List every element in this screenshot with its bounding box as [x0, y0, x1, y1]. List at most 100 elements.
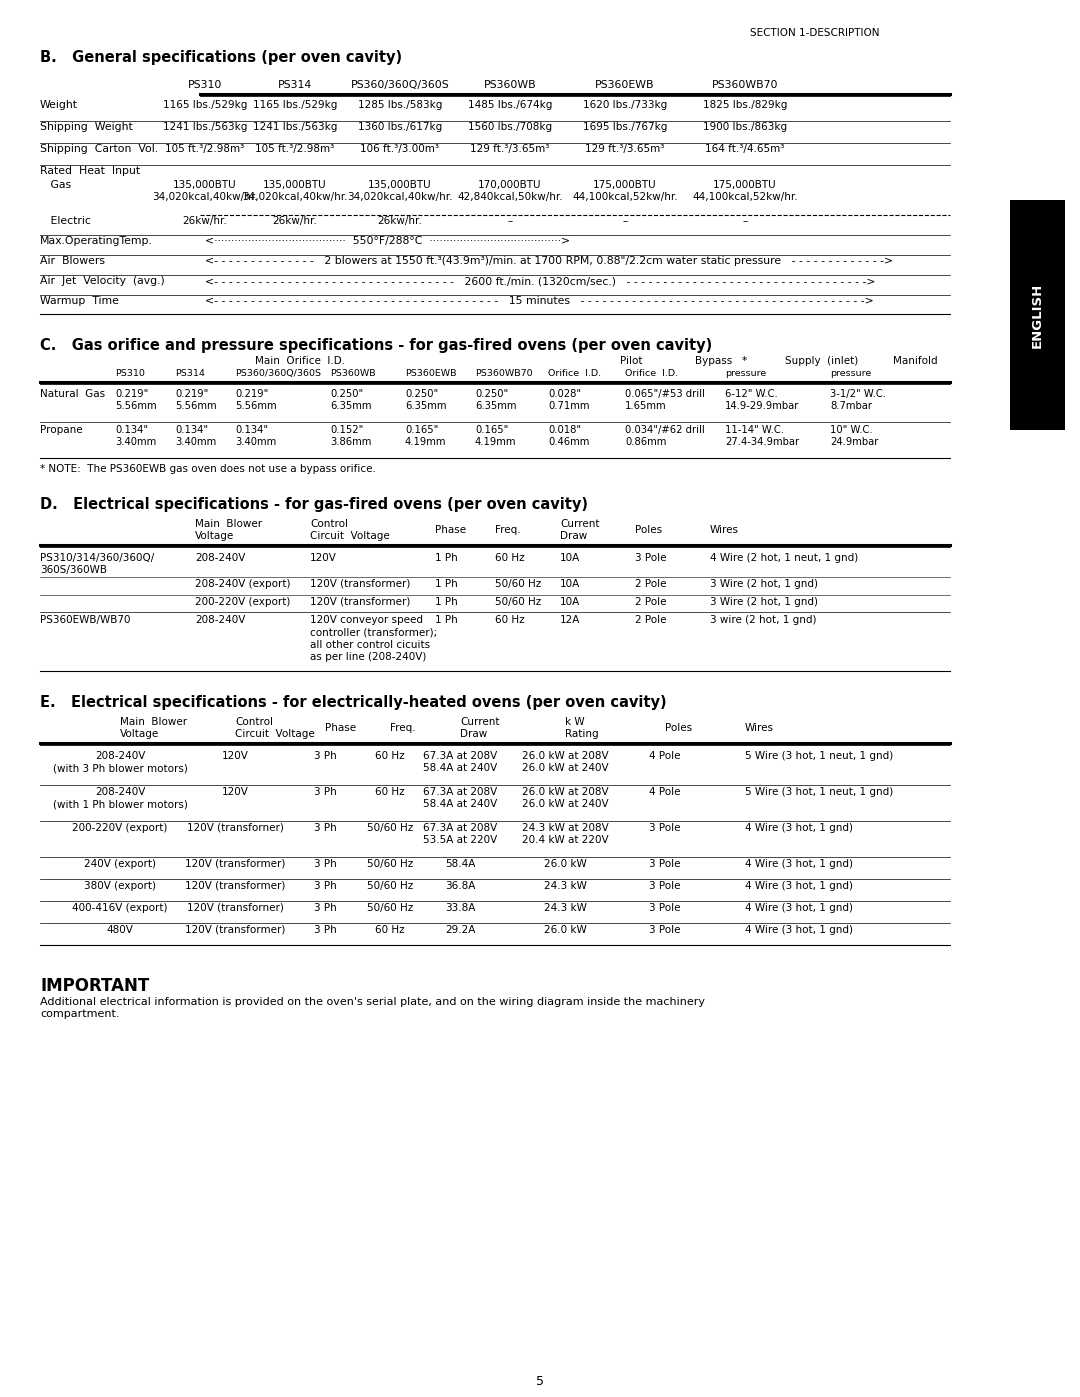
Text: 1900 lbs./863kg: 1900 lbs./863kg	[703, 122, 787, 131]
Text: E.   Electrical specifications - for electrically-heated ovens (per oven cavity): E. Electrical specifications - for elect…	[40, 694, 666, 710]
Text: 1165 lbs./529kg: 1165 lbs./529kg	[163, 101, 247, 110]
Text: PS360/360Q/360S: PS360/360Q/360S	[235, 369, 321, 379]
Text: 10A: 10A	[561, 597, 580, 608]
Text: 3 Pole: 3 Pole	[649, 925, 680, 935]
Text: 120V: 120V	[310, 553, 337, 563]
Text: 1560 lbs./708kg: 1560 lbs./708kg	[468, 122, 552, 131]
Text: 50/60 Hz: 50/60 Hz	[367, 882, 414, 891]
Text: 175,000BTU
44,100kcal,52kw/hr.: 175,000BTU 44,100kcal,52kw/hr.	[692, 180, 798, 203]
Text: <- - - - - - - - - - - - - - - - - - - - - - - - - - - - - - - - - - - - - - -  : <- - - - - - - - - - - - - - - - - - - -…	[205, 296, 874, 306]
Text: 29.2A: 29.2A	[445, 925, 475, 935]
Text: Electric: Electric	[40, 217, 91, 226]
Text: 208-240V
(with 1 Ph blower motors): 208-240V (with 1 Ph blower motors)	[53, 787, 188, 809]
Text: Max.OperatingTemp.: Max.OperatingTemp.	[40, 236, 153, 246]
Text: Orifice  I.D.: Orifice I.D.	[548, 369, 602, 379]
Text: PS360WB70: PS360WB70	[475, 369, 532, 379]
Text: IMPORTANT: IMPORTANT	[40, 977, 149, 995]
Text: 120V (transforner): 120V (transforner)	[187, 823, 283, 833]
Text: Manifold: Manifold	[893, 356, 937, 366]
Text: 4 Wire (3 hot, 1 gnd): 4 Wire (3 hot, 1 gnd)	[745, 925, 853, 935]
Text: 60 Hz: 60 Hz	[495, 615, 525, 624]
Text: Poles: Poles	[665, 724, 692, 733]
Text: ENGLISH: ENGLISH	[1030, 282, 1043, 348]
Text: 135,000BTU
34,020kcal,40kw/hr.: 135,000BTU 34,020kcal,40kw/hr.	[242, 180, 348, 203]
Text: PS310: PS310	[188, 80, 222, 89]
Text: 5 Wire (3 hot, 1 neut, 1 gnd): 5 Wire (3 hot, 1 neut, 1 gnd)	[745, 787, 893, 798]
Text: 50/60 Hz: 50/60 Hz	[367, 859, 414, 869]
Text: 4 Wire (3 hot, 1 gnd): 4 Wire (3 hot, 1 gnd)	[745, 902, 853, 914]
Text: 0.219"
5.56mm: 0.219" 5.56mm	[235, 388, 276, 411]
Text: 60 Hz: 60 Hz	[375, 925, 405, 935]
Text: Gas: Gas	[40, 180, 71, 190]
Text: 1360 lbs./617kg: 1360 lbs./617kg	[357, 122, 442, 131]
Text: PS360/360Q/360S: PS360/360Q/360S	[351, 80, 449, 89]
Text: 208-240V (export): 208-240V (export)	[195, 578, 291, 590]
Text: 0.065"/#53 drill
1.65mm: 0.065"/#53 drill 1.65mm	[625, 388, 705, 411]
Text: 0.165"
4.19mm: 0.165" 4.19mm	[405, 425, 446, 447]
Text: PS310/314/360/360Q/
360S/360WB: PS310/314/360/360Q/ 360S/360WB	[40, 553, 154, 576]
Text: 120V (transformer): 120V (transformer)	[185, 925, 285, 935]
Text: 3 Pole: 3 Pole	[649, 823, 680, 833]
Text: Shipping  Carton  Vol.: Shipping Carton Vol.	[40, 144, 158, 154]
Text: 0.250"
6.35mm: 0.250" 6.35mm	[405, 388, 446, 411]
Text: Main  Blower: Main Blower	[195, 520, 262, 529]
Text: 10A: 10A	[561, 553, 580, 563]
Text: Natural  Gas: Natural Gas	[40, 388, 105, 400]
Text: 26.0 kW at 208V
26.0 kW at 240V: 26.0 kW at 208V 26.0 kW at 240V	[522, 787, 608, 809]
Text: 0.028"
0.71mm: 0.028" 0.71mm	[548, 388, 590, 411]
Text: 60 Hz: 60 Hz	[495, 553, 525, 563]
Text: PS360WB: PS360WB	[484, 80, 537, 89]
Text: 4 Wire (3 hot, 1 gnd): 4 Wire (3 hot, 1 gnd)	[745, 882, 853, 891]
Text: 3 Ph: 3 Ph	[313, 787, 336, 798]
Text: pressure: pressure	[831, 369, 872, 379]
Text: 4 Pole: 4 Pole	[649, 787, 680, 798]
Text: 0.219"
5.56mm: 0.219" 5.56mm	[175, 388, 217, 411]
Text: 3 Ph: 3 Ph	[313, 859, 336, 869]
Text: 106 ft.³/3.00m³: 106 ft.³/3.00m³	[361, 144, 440, 154]
Text: 164 ft.³/4.65m³: 164 ft.³/4.65m³	[705, 144, 785, 154]
Text: Voltage: Voltage	[195, 531, 234, 541]
Text: 24.3 kW: 24.3 kW	[543, 882, 586, 891]
Text: PS360EWB: PS360EWB	[595, 80, 654, 89]
Text: 4 Pole: 4 Pole	[649, 752, 680, 761]
Text: 120V (transformer): 120V (transformer)	[185, 859, 285, 869]
Text: D.   Electrical specifications - for gas-fired ovens (per oven cavity): D. Electrical specifications - for gas-f…	[40, 497, 588, 511]
Text: 50/60 Hz: 50/60 Hz	[367, 823, 414, 833]
Text: Control: Control	[310, 520, 348, 529]
Text: Rating: Rating	[565, 729, 598, 739]
Text: 200-220V (export): 200-220V (export)	[72, 823, 167, 833]
Text: B.   General specifications (per oven cavity): B. General specifications (per oven cavi…	[40, 50, 402, 66]
Text: 105 ft.³/2.98m³: 105 ft.³/2.98m³	[165, 144, 245, 154]
Text: 2 Pole: 2 Pole	[635, 578, 666, 590]
Text: Propane: Propane	[40, 425, 83, 434]
Text: 26kw/hr.: 26kw/hr.	[183, 217, 228, 226]
Text: 26.0 kW at 208V
26.0 kW at 240V: 26.0 kW at 208V 26.0 kW at 240V	[522, 752, 608, 774]
Text: 120V (transformer): 120V (transformer)	[310, 597, 410, 608]
Text: 400-416V (export): 400-416V (export)	[72, 902, 167, 914]
Text: Phase: Phase	[435, 525, 467, 535]
Text: 58.4A: 58.4A	[445, 859, 475, 869]
Text: 3 Pole: 3 Pole	[649, 902, 680, 914]
Text: Bypass   *: Bypass *	[696, 356, 747, 366]
Text: 67.3A at 208V
58.4A at 240V: 67.3A at 208V 58.4A at 240V	[423, 787, 497, 809]
Text: 129 ft.³/3.65m³: 129 ft.³/3.65m³	[585, 144, 664, 154]
Text: Freq.: Freq.	[390, 724, 416, 733]
Text: 3-1/2" W.C.
8.7mbar: 3-1/2" W.C. 8.7mbar	[831, 388, 886, 411]
Text: 120V (transformer): 120V (transformer)	[310, 578, 410, 590]
Text: 2 Pole: 2 Pole	[635, 597, 666, 608]
Text: 0.018"
0.46mm: 0.018" 0.46mm	[548, 425, 590, 447]
Text: PS360EWB: PS360EWB	[405, 369, 457, 379]
Text: 3 Wire (2 hot, 1 gnd): 3 Wire (2 hot, 1 gnd)	[710, 597, 818, 608]
Text: 26kw/hr.: 26kw/hr.	[272, 217, 318, 226]
Text: 33.8A: 33.8A	[445, 902, 475, 914]
Text: 60 Hz: 60 Hz	[375, 787, 405, 798]
Text: PS314: PS314	[278, 80, 312, 89]
Text: 36.8A: 36.8A	[445, 882, 475, 891]
Text: Draw: Draw	[561, 531, 588, 541]
Text: Air  Jet  Velocity  (avg.): Air Jet Velocity (avg.)	[40, 277, 165, 286]
Text: 120V (transforner): 120V (transforner)	[187, 902, 283, 914]
Text: 1241 lbs./563kg: 1241 lbs./563kg	[163, 122, 247, 131]
Text: 67.3A at 208V
53.5A at 220V: 67.3A at 208V 53.5A at 220V	[423, 823, 497, 845]
Text: 208-240V: 208-240V	[195, 553, 245, 563]
Text: 1241 lbs./563kg: 1241 lbs./563kg	[253, 122, 337, 131]
